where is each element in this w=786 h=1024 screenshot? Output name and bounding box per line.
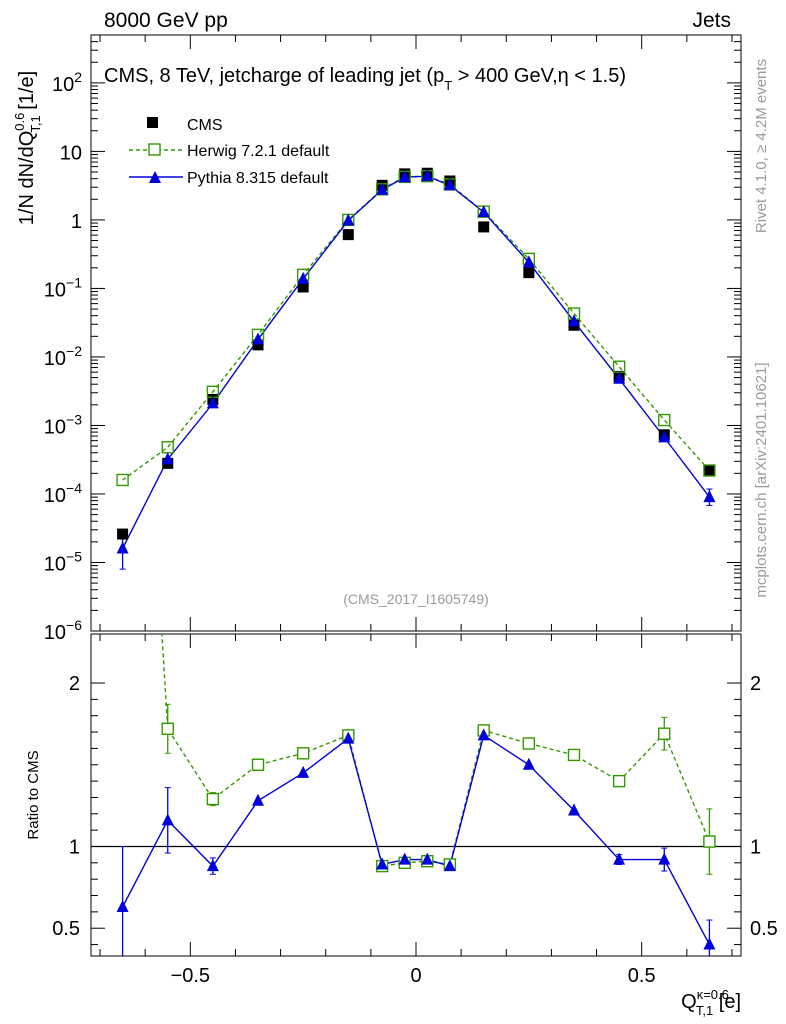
herwig-ratio-point (117, 0, 128, 2)
y-tick-label: 10−6 (44, 617, 82, 644)
cms-data-point (523, 267, 535, 279)
herwig-ratio-point (703, 835, 716, 848)
pythia-ratio-point (567, 803, 580, 816)
pythia-ratio-point (398, 852, 411, 865)
pythia-data-point (703, 490, 716, 503)
pythia-data-point (161, 452, 174, 465)
legend-herwig-label: Herwig 7.2.1 default (187, 143, 330, 160)
y-tick-label: 10−2 (44, 343, 82, 370)
ratio-y-tick-label-right: 0.5 (750, 918, 778, 940)
pythia-ratio-point (161, 813, 174, 826)
y-tick-label: 10−4 (44, 480, 82, 507)
plot-title: CMS, 8 TeV, jetcharge of leading jet (pT… (104, 65, 626, 93)
pythia-data-point (206, 396, 219, 409)
cms-data-point (117, 528, 129, 540)
pythia-data-point (376, 182, 389, 195)
pythia-ratio-point (613, 852, 626, 865)
pythia-ratio-point (477, 728, 490, 741)
herwig-ratio-point (658, 727, 671, 740)
pythia-ratio-point (206, 859, 219, 872)
rivet-version-label: Rivet 4.1.0, ≥ 4.2M events (753, 59, 770, 233)
x-tick-label: 0.5 (628, 965, 656, 987)
ratio-y-tick-label-right: 2 (750, 673, 761, 695)
ratio-y-tick-label-left: 1 (69, 836, 80, 858)
herwig-data-point (116, 473, 129, 487)
pythia-ratio-point (342, 731, 355, 744)
cms-data-point (703, 465, 715, 477)
pythia-data-point (252, 332, 265, 345)
y-tick-label: 10 (60, 142, 82, 164)
mcplots-reference-label: mcplots.cern.ch [arXiv:2401.10621] (753, 362, 770, 597)
y-tick-label: 102 (52, 69, 82, 96)
y-tick-label: 1 (71, 211, 82, 233)
legend-cms-marker (147, 117, 158, 128)
pythia-data-point (421, 169, 434, 182)
pythia-ratio-point (252, 793, 265, 806)
herwig-ratio-point (567, 748, 581, 762)
pythia-data-point (522, 255, 535, 268)
pythia-ratio-line (121, 734, 711, 945)
pythia-ratio-point (703, 937, 716, 950)
x-axis-title: Qκ=0.6 T,1 [e] (681, 987, 741, 1018)
herwig-ratio-point (251, 758, 265, 771)
pythia-data-point (342, 213, 355, 226)
pythia-data-point (443, 178, 456, 191)
cms-data-point (478, 221, 490, 233)
pythia-data-point (658, 430, 671, 443)
category-label: Jets (692, 9, 731, 32)
pythia-data-point (567, 314, 580, 327)
energy-label: 8000 GeV pp (104, 9, 228, 32)
cms-data-point (297, 281, 309, 293)
analysis-id-label: (CMS_2017_I1605749) (343, 591, 489, 607)
y-tick-label: 10−1 (44, 274, 82, 301)
herwig-data-point (161, 441, 174, 454)
legend-pythia-marker (149, 171, 161, 183)
herwig-ratio-point (522, 737, 536, 750)
herwig-ratio-point (206, 792, 220, 806)
pythia-ratio-point (376, 857, 389, 870)
ratio-plot-series (91, 0, 741, 956)
pythia-data-point (477, 205, 490, 218)
pythia-ratio-point (522, 757, 535, 770)
legend-cms-label: CMS (187, 117, 223, 134)
herwig-data-point (703, 464, 716, 477)
axis-ticks: 10−5 10−4 10−3 10−2 10−1 1 10 102 10−6 −0.5 0 0.5 0.… (44, 34, 778, 987)
pythia-data-point (297, 271, 310, 284)
pythia-line (121, 175, 710, 549)
ratio-y-tick-label-left: 0.5 (52, 918, 80, 940)
herwig-ratio-point (612, 774, 626, 788)
y-tick-label: 10−5 (44, 548, 82, 575)
cms-data-point (252, 339, 264, 351)
y-axis-title-main: 1/N dN/dQ0.6T,1 [1/e] (12, 71, 43, 225)
ratio-plot-frame (90, 633, 742, 957)
pythia-data-point (613, 371, 626, 384)
pythia-data-point (398, 170, 411, 183)
main-plot-series (116, 167, 716, 570)
ratio-y-tick-label-right: 1 (750, 836, 761, 858)
legend: CMS Herwig 7.2.1 default Pythia 8.315 de… (129, 117, 330, 187)
pythia-ratio-point (443, 859, 456, 872)
herwig-ratio-point (161, 722, 174, 736)
cms-data-point (342, 229, 354, 241)
pythia-ratio-point (297, 765, 310, 778)
herwig-ratio-line (161, 634, 711, 867)
pythia-ratio-point (421, 852, 434, 865)
pythia-data-point (116, 541, 129, 554)
pythia-ratio-point (658, 852, 671, 865)
herwig-ratio-point (296, 747, 310, 760)
ratio-y-tick-label-left: 2 (69, 673, 80, 695)
legend-herwig-marker (148, 143, 161, 156)
x-tick-label: 0 (410, 965, 421, 987)
y-tick-label: 10−3 (44, 411, 82, 438)
y-axis-title-ratio: Ratio to CMS (25, 750, 42, 839)
herwig-data-point (658, 413, 671, 427)
pythia-ratio-point (116, 899, 129, 912)
x-tick-label: −0.5 (171, 965, 210, 987)
herwig-line (122, 175, 710, 481)
legend-pythia-label: Pythia 8.315 default (187, 170, 329, 187)
